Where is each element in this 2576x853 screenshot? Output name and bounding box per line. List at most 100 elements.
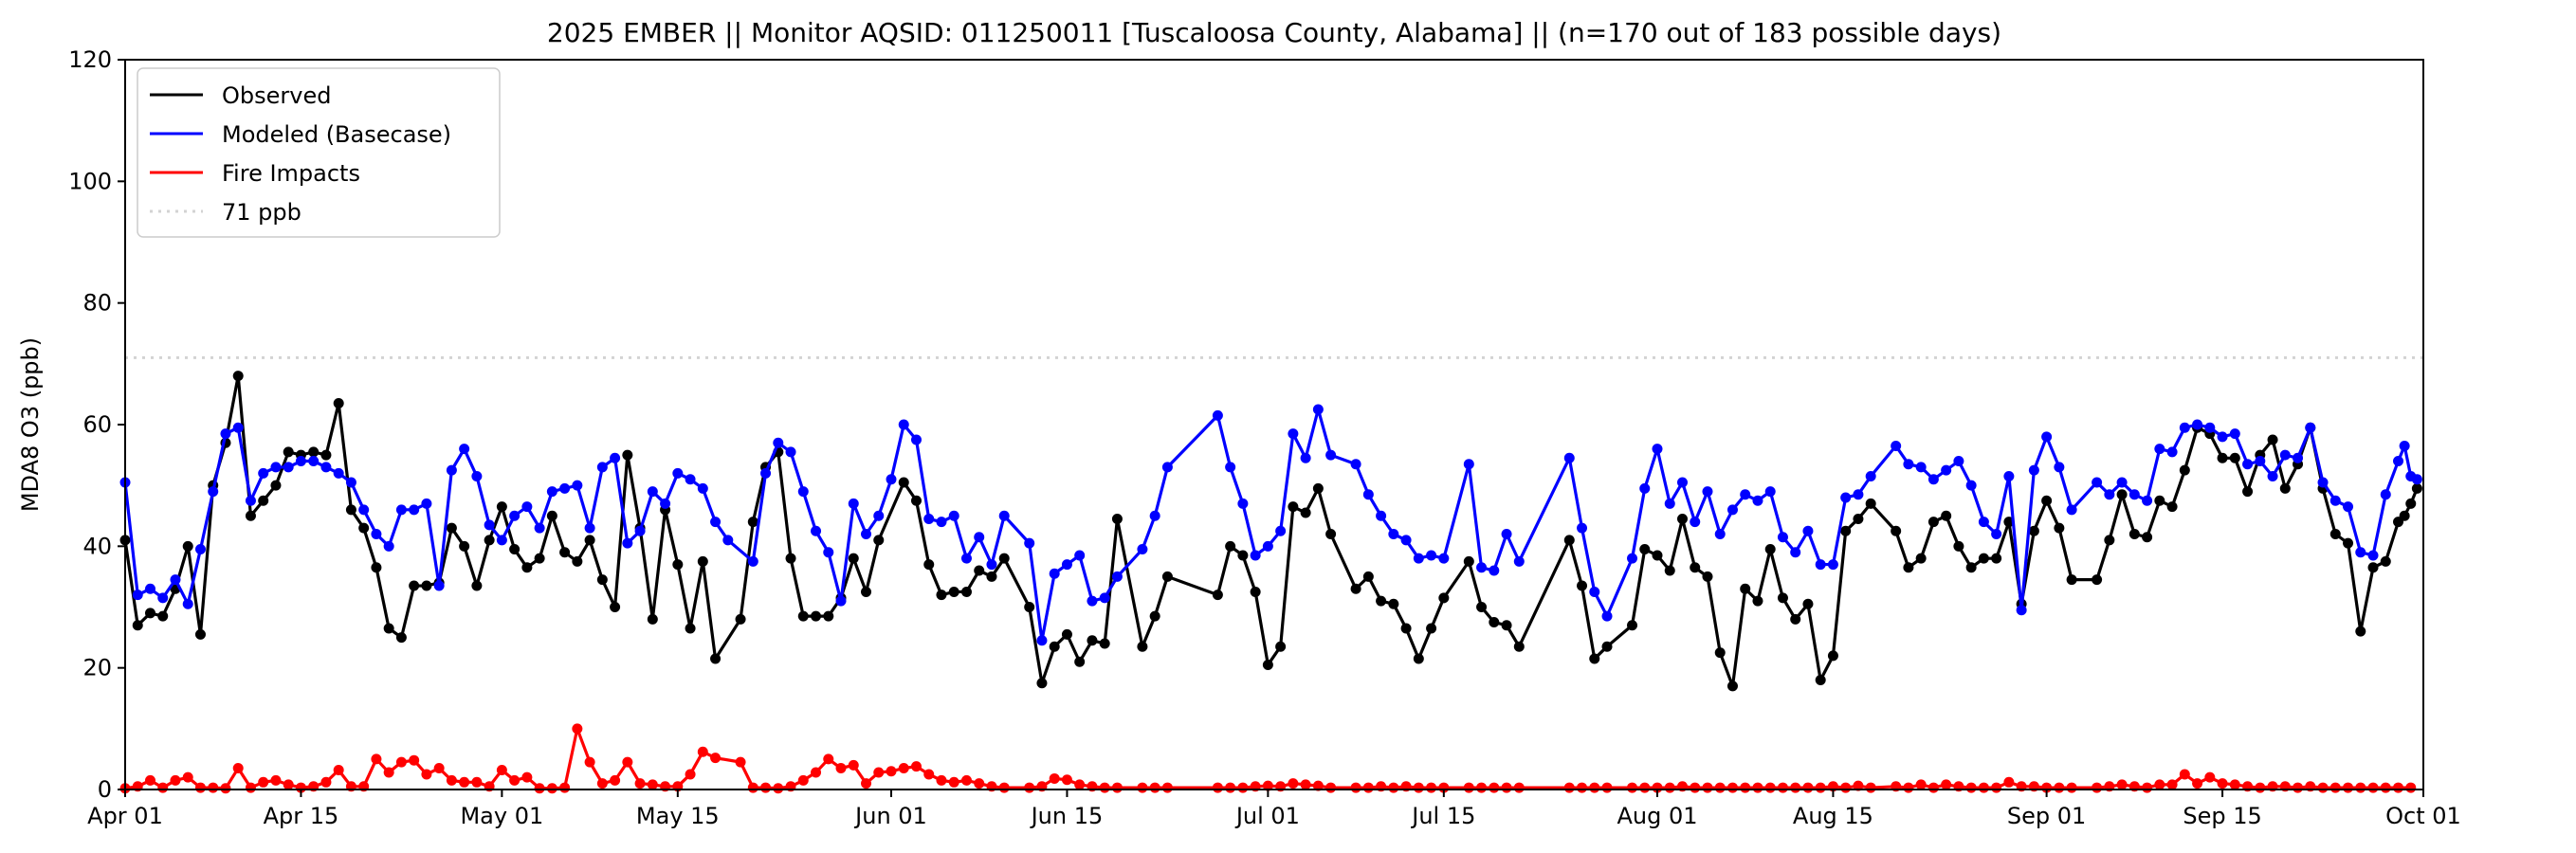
data-point-modeled-basecase: [1161, 462, 1173, 473]
data-point-fire-impacts: [1350, 782, 1361, 793]
data-point-modeled-basecase: [811, 525, 822, 536]
data-point-modeled-basecase: [1400, 535, 1412, 546]
data-point-modeled-basecase: [1024, 537, 1035, 549]
data-point-fire-impacts: [1426, 782, 1437, 793]
data-point-observed: [2179, 464, 2190, 476]
data-point-observed: [182, 540, 193, 552]
data-point-modeled-basecase: [584, 522, 595, 534]
data-point-observed: [572, 555, 583, 567]
data-point-observed: [459, 540, 470, 552]
data-point-observed: [2041, 495, 2053, 506]
y-tick-label: 80: [82, 290, 112, 317]
data-point-observed: [610, 602, 621, 612]
data-point-modeled-basecase: [1577, 522, 1588, 534]
chart-title: 2025 EMBER || Monitor AQSID: 011250011 […: [547, 17, 2001, 48]
data-point-observed: [2054, 522, 2065, 534]
data-point-modeled-basecase: [270, 462, 282, 473]
data-point-observed: [1024, 602, 1035, 612]
data-point-fire-impacts: [747, 782, 758, 793]
x-tick-label: Sep 15: [2183, 803, 2261, 829]
data-point-observed: [1676, 513, 1688, 524]
y-tick-label: 20: [82, 655, 112, 681]
data-point-fire-impacts: [735, 756, 746, 768]
data-point-fire-impacts: [459, 776, 470, 788]
data-point-modeled-basecase: [1413, 553, 1424, 564]
data-point-observed: [1853, 513, 1864, 524]
data-point-observed: [1262, 659, 1273, 670]
data-point-fire-impacts: [998, 782, 1010, 793]
data-point-fire-impacts: [685, 769, 696, 780]
data-point-observed: [409, 580, 420, 591]
data-point-modeled-basecase: [2229, 428, 2240, 440]
data-point-fire-impacts: [1476, 782, 1488, 793]
data-point-fire-impacts: [1790, 782, 1801, 793]
data-point-fire-impacts: [433, 763, 445, 774]
data-point-modeled-basecase: [2411, 474, 2422, 485]
data-point-modeled-basecase: [886, 474, 897, 485]
data-point-observed: [132, 620, 143, 631]
data-point-modeled-basecase: [2128, 489, 2140, 500]
data-point-modeled-basecase: [861, 529, 872, 539]
data-point-modeled-basecase: [848, 498, 859, 509]
data-point-observed: [1400, 623, 1412, 634]
data-point-modeled-basecase: [873, 510, 885, 521]
data-point-modeled-basecase: [2305, 422, 2316, 433]
data-point-fire-impacts: [1664, 782, 1675, 793]
data-point-modeled-basecase: [2204, 422, 2216, 433]
data-point-modeled-basecase: [1827, 559, 1838, 571]
data-point-fire-impacts: [1740, 782, 1751, 793]
data-point-modeled-basecase: [2016, 605, 2027, 616]
data-point-observed: [1463, 555, 1474, 567]
data-point-fire-impacts: [697, 746, 708, 757]
data-point-modeled-basecase: [1726, 504, 1738, 516]
data-point-fire-impacts: [320, 776, 332, 788]
data-point-modeled-basecase: [1074, 550, 1086, 561]
data-point-modeled-basecase: [1288, 428, 1299, 440]
data-point-modeled-basecase: [2154, 444, 2165, 455]
data-point-observed: [2329, 529, 2341, 539]
data-point-fire-impacts: [1074, 779, 1086, 790]
data-point-fire-impacts: [1563, 782, 1575, 793]
data-point-observed: [521, 562, 533, 573]
data-point-observed: [2104, 535, 2115, 546]
data-point-observed: [1840, 525, 1852, 536]
data-point-fire-impacts: [208, 782, 219, 793]
data-point-observed: [1577, 580, 1588, 591]
data-point-observed: [1978, 553, 1989, 564]
data-point-fire-impacts: [936, 774, 947, 786]
data-point-modeled-basecase: [1764, 486, 1776, 498]
data-point-fire-impacts: [1111, 782, 1123, 793]
data-point-modeled-basecase: [1853, 489, 1864, 500]
data-point-fire-impacts: [509, 774, 521, 786]
data-point-observed: [245, 510, 256, 521]
data-point-observed: [1513, 641, 1525, 652]
data-point-modeled-basecase: [2367, 550, 2379, 561]
data-point-observed: [546, 510, 557, 521]
data-point-observed: [2343, 537, 2354, 549]
data-point-observed: [1476, 602, 1488, 612]
data-point-modeled-basecase: [797, 486, 809, 498]
data-point-observed: [2128, 529, 2140, 539]
data-point-modeled-basecase: [2166, 446, 2178, 458]
data-point-fire-impacts: [974, 778, 985, 789]
data-point-observed: [283, 446, 294, 458]
data-point-modeled-basecase: [1802, 525, 1814, 536]
data-point-fire-impacts: [572, 723, 583, 735]
data-point-observed: [1953, 540, 1964, 552]
axes: 0 20 40 60 80 100 120 Apr 01 Apr 15 May 01 May 15 J…: [68, 46, 2461, 829]
data-point-observed: [1865, 498, 1876, 509]
data-point-fire-impacts: [1802, 782, 1814, 793]
series-observed: [119, 371, 2422, 692]
data-point-observed: [1726, 681, 1738, 692]
data-point-fire-impacts: [2142, 782, 2153, 793]
data-point-modeled-basecase: [1438, 553, 1450, 564]
y-tick-label: 120: [68, 46, 112, 73]
data-point-modeled-basecase: [785, 446, 796, 458]
data-point-observed: [194, 628, 206, 640]
data-point-observed: [144, 608, 155, 619]
data-point-fire-impacts: [395, 756, 407, 768]
data-point-fire-impacts: [2066, 782, 2077, 793]
data-point-modeled-basecase: [2242, 459, 2254, 470]
data-point-modeled-basecase: [2317, 477, 2329, 488]
data-point-observed: [1927, 517, 1939, 528]
